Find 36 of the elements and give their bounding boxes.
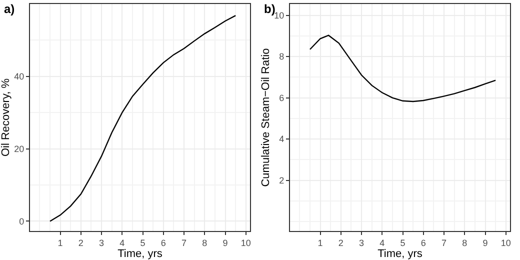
y-tick-label: 10	[274, 10, 284, 20]
x-tick-label: 7	[182, 238, 187, 248]
y-axis-title: Oil Recovery, %	[0, 78, 12, 157]
x-tick-label: 5	[400, 238, 406, 248]
y-tick-label: 4	[279, 134, 284, 144]
x-tick-label: 4	[120, 238, 125, 248]
x-tick-label: 10	[240, 238, 251, 248]
y-axis-title: Cumulative Steam−Oil Ratio	[260, 48, 272, 187]
x-tick-label: 9	[222, 238, 228, 248]
line-series	[309, 34, 496, 102]
x-tick-label: 3	[99, 238, 104, 248]
x-tick-label: 8	[202, 238, 208, 248]
x-tick-label: 1	[58, 238, 63, 248]
x-tick-label: 3	[359, 238, 364, 248]
x-tick-label: 2	[78, 238, 84, 248]
x-tick-label: 2	[338, 238, 344, 248]
y-tick-label: 0	[19, 216, 24, 226]
x-tick-label: 5	[140, 238, 146, 248]
x-tick-label: 4	[380, 238, 385, 248]
y-tick-label: 40	[14, 72, 24, 82]
x-tick-label: 7	[442, 238, 447, 248]
x-tick-label: 9	[482, 238, 488, 248]
y-tick-label: 6	[279, 92, 284, 103]
y-tick-label: 20	[14, 144, 24, 154]
x-tick-label: 1	[318, 238, 323, 248]
y-tick-label: 2	[279, 175, 284, 186]
line-series	[49, 14, 236, 222]
x-axis-title: Time, yrs	[378, 248, 423, 260]
y-tick-label: 8	[279, 52, 284, 62]
x-tick-label: 6	[160, 238, 166, 248]
chart-title: b)	[264, 2, 276, 16]
x-tick-label: 10	[500, 238, 511, 248]
x-axis-title: Time, yrs	[118, 248, 163, 260]
x-tick-label: 8	[462, 238, 468, 248]
chart-title: a)	[4, 2, 15, 16]
x-tick-label: 6	[420, 238, 426, 248]
